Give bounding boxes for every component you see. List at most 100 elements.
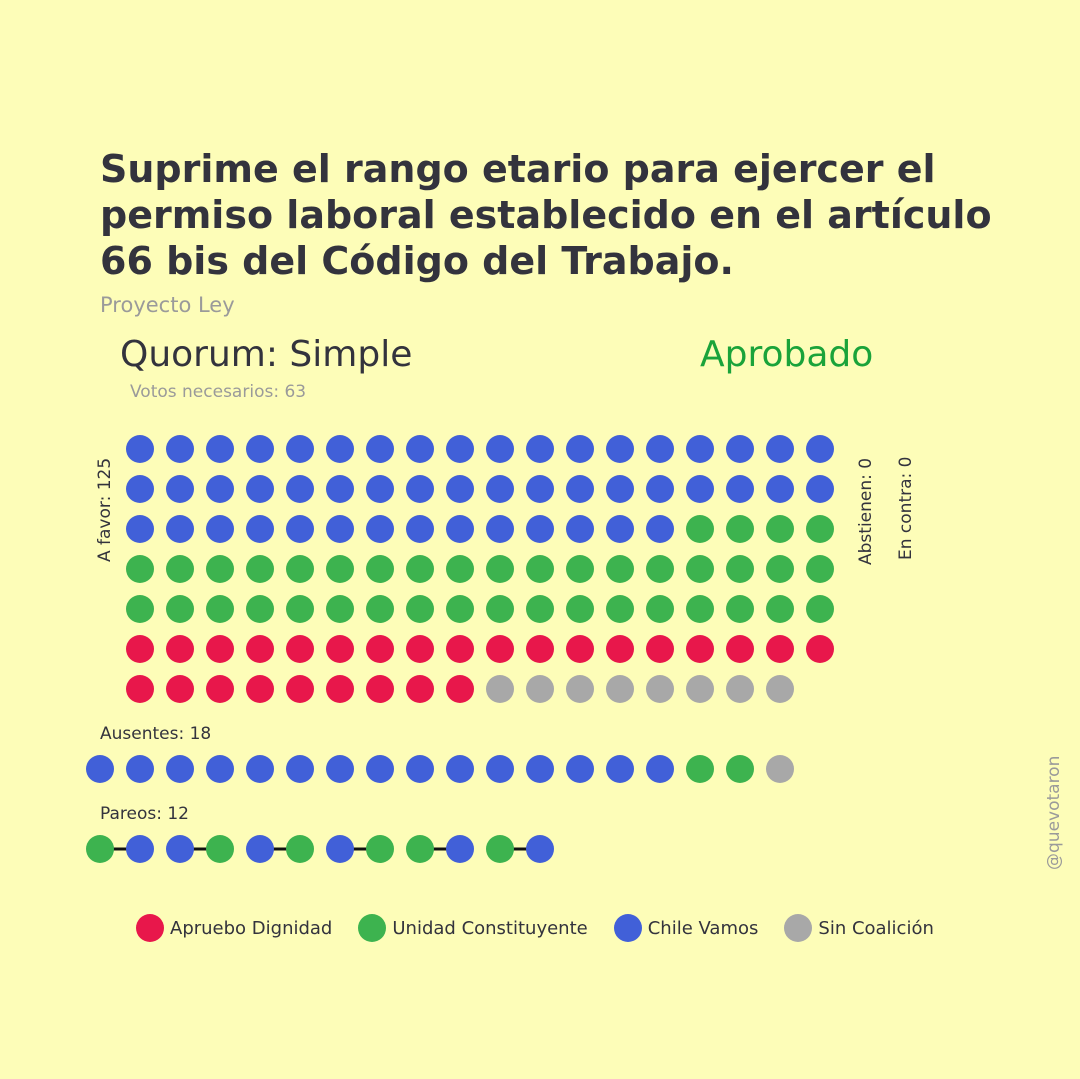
a-favor-dot-unidad-constituyente [486,555,514,583]
a-favor-dot-unidad-constituyente [766,595,794,623]
a-favor-dot-unidad-constituyente [406,555,434,583]
legend-item-sin-coalicion: Sin Coalición [784,914,934,942]
a-favor-dot-unidad-constituyente [286,595,314,623]
a-favor-dot-unidad-constituyente [566,595,594,623]
a-favor-dot-chile-vamos [406,475,434,503]
a-favor-dot-chile-vamos [286,435,314,463]
a-favor-dot-chile-vamos [566,435,594,463]
a-favor-dot-chile-vamos [366,475,394,503]
pareos-label: Pareos: 12 [100,804,190,824]
a-favor-dot-chile-vamos [126,435,154,463]
legend-item-unidad-constituyente: Unidad Constituyente [358,914,588,942]
result-label: Aprobado [700,334,874,375]
a-favor-dot-unidad-constituyente [366,555,394,583]
a-favor-dot-apruebo-dignidad [126,635,154,663]
a-favor-dot-chile-vamos [446,475,474,503]
ausentes-dot-chile-vamos [286,755,314,783]
a-favor-dot-unidad-constituyente [126,595,154,623]
a-favor-dot-apruebo-dignidad [206,675,234,703]
a-favor-dot-sin-coalicion [606,675,634,703]
a-favor-dot-sin-coalicion [766,675,794,703]
a-favor-dot-sin-coalicion [726,675,754,703]
legend-item-chile-vamos: Chile Vamos [613,914,758,942]
a-favor-dot-chile-vamos [486,475,514,503]
a-favor-dot-chile-vamos [166,515,194,543]
a-favor-dot-chile-vamos [326,435,354,463]
a-favor-dot-unidad-constituyente [166,595,194,623]
pareo-dot-unidad-constituyente [366,835,394,863]
a-favor-dot-chile-vamos [766,475,794,503]
a-favor-dot-chile-vamos [286,515,314,543]
a-favor-dot-unidad-constituyente [246,555,274,583]
a-favor-dot-unidad-constituyente [726,555,754,583]
a-favor-dot-unidad-constituyente [686,515,714,543]
pareo-dot-unidad-constituyente [86,835,114,863]
a-favor-dot-chile-vamos [406,435,434,463]
ausentes-dot-chile-vamos [606,755,634,783]
ausentes-dot-chile-vamos [86,755,114,783]
a-favor-dot-chile-vamos [806,435,834,463]
legend: Apruebo Dignidad Unidad Constituyente Ch… [136,914,960,942]
a-favor-dot-apruebo-dignidad [366,635,394,663]
a-favor-dot-chile-vamos [766,435,794,463]
ausentes-dot-chile-vamos [326,755,354,783]
votos-necesarios-label: Votos necesarios: 63 [130,382,307,402]
a-favor-dot-chile-vamos [726,435,754,463]
a-favor-dot-chile-vamos [686,435,714,463]
pareo-dot-unidad-constituyente [486,835,514,863]
a-favor-dot-apruebo-dignidad [526,635,554,663]
a-favor-dot-chile-vamos [366,515,394,543]
a-favor-dot-chile-vamos [206,435,234,463]
a-favor-dot-unidad-constituyente [526,595,554,623]
a-favor-dot-apruebo-dignidad [286,675,314,703]
chart-title: Suprime el rango etario para ejercer el … [100,147,992,283]
a-favor-dot-chile-vamos [326,475,354,503]
a-favor-dot-chile-vamos [246,435,274,463]
a-favor-dot-chile-vamos [326,515,354,543]
a-favor-dot-chile-vamos [806,475,834,503]
a-favor-dot-chile-vamos [606,475,634,503]
a-favor-dot-chile-vamos [646,435,674,463]
a-favor-dot-chile-vamos [366,435,394,463]
ausentes-dot-unidad-constituyente [726,755,754,783]
a-favor-dot-apruebo-dignidad [566,635,594,663]
a-favor-dot-apruebo-dignidad [486,635,514,663]
a-favor-dot-unidad-constituyente [286,555,314,583]
a-favor-dot-unidad-constituyente [806,555,834,583]
a-favor-dot-unidad-constituyente [406,595,434,623]
ausentes-dot-chile-vamos [366,755,394,783]
a-favor-dot-unidad-constituyente [206,555,234,583]
a-favor-dot-unidad-constituyente [246,595,274,623]
ausentes-label: Ausentes: 18 [100,724,212,744]
ausentes-dot-chile-vamos [166,755,194,783]
pareo-dot-chile-vamos [166,835,194,863]
ausentes-dot-sin-coalicion [766,755,794,783]
a-favor-dot-sin-coalicion [566,675,594,703]
ausentes-dot-chile-vamos [646,755,674,783]
legend-marker-chile-vamos [613,914,642,942]
pareo-dot-chile-vamos [446,835,474,863]
a-favor-dot-chile-vamos [446,515,474,543]
a-favor-dot-unidad-constituyente [686,595,714,623]
a-favor-dot-unidad-constituyente [446,555,474,583]
a-favor-dot-apruebo-dignidad [406,675,434,703]
a-favor-dot-apruebo-dignidad [126,675,154,703]
a-favor-dot-apruebo-dignidad [246,635,274,663]
pareo-dot-unidad-constituyente [206,835,234,863]
legend-marker-sin-coalicion [784,914,813,942]
a-favor-dot-chile-vamos [566,475,594,503]
ausentes-dot-chile-vamos [406,755,434,783]
legend-marker-apruebo-dignidad [136,914,164,942]
a-favor-dot-chile-vamos [606,435,634,463]
a-favor-dot-apruebo-dignidad [606,635,634,663]
a-favor-dot-unidad-constituyente [166,555,194,583]
a-favor-dot-chile-vamos [206,515,234,543]
a-favor-dot-chile-vamos [166,475,194,503]
ausentes-dot-chile-vamos [566,755,594,783]
legend-label-sin-coalicion: Sin Coalición [818,917,934,939]
a-favor-dot-apruebo-dignidad [766,635,794,663]
a-favor-dot-chile-vamos [166,435,194,463]
a-favor-dot-apruebo-dignidad [326,635,354,663]
a-favor-dot-chile-vamos [646,475,674,503]
a-favor-dot-chile-vamos [246,475,274,503]
